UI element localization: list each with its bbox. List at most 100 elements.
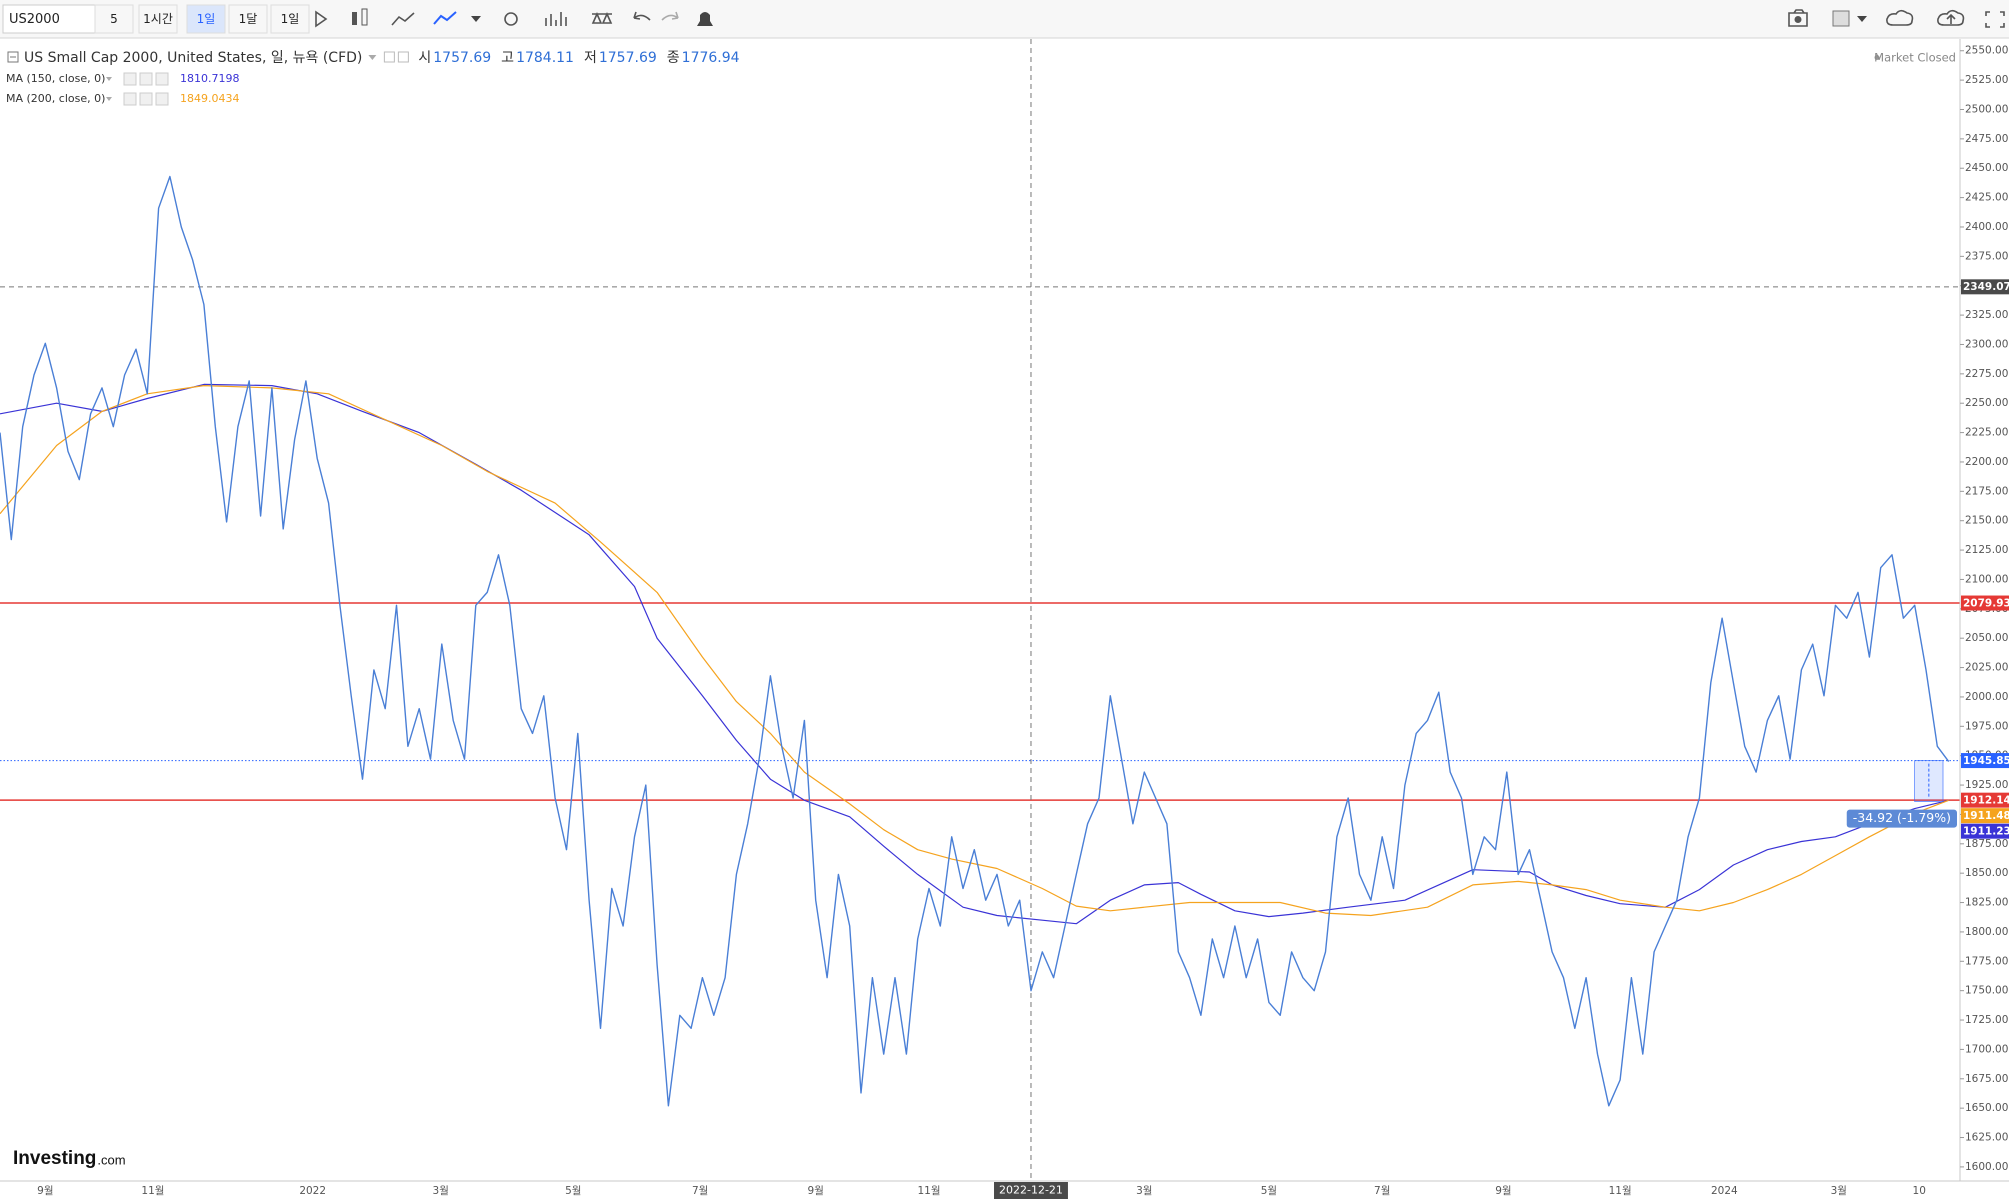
ohlc-label: 고 [501,50,514,66]
x-tick-label: 5월 [1261,1185,1277,1197]
toolbar-icons [315,8,2005,28]
settings-icon[interactable] [504,12,518,26]
ohlc-value: 1776.94 [682,50,740,66]
cloud-load-icon[interactable] [1886,9,1914,26]
dropdown-icon[interactable] [315,10,328,28]
ohlc-value: 1757.69 [433,50,491,66]
camera-icon[interactable] [1788,9,1808,27]
y-tick-label: 1925.00 [1965,779,2008,791]
ma-last-label: 1911.23 [1963,825,2009,837]
interval-label: 1시간 [143,12,173,26]
line-icon[interactable] [433,11,457,25]
level-label-box [1961,792,2009,808]
ohlc-label: 시 [418,50,431,66]
legend-value: 1849.0434 [180,92,240,105]
y-tick-label: 2525.00 [1965,74,2008,86]
interval-button[interactable] [270,4,310,34]
y-tick-label: 2125.00 [1965,544,2008,556]
crosshair-x-box [994,1182,1068,1199]
legend-dropdown[interactable] [106,97,112,101]
ohlc-label: 종 [667,50,680,66]
interval-button[interactable] [94,4,134,34]
ma-line [0,385,1949,917]
y-tick-label: 2175.00 [1965,485,2008,497]
legend-icon[interactable] [139,72,153,86]
y-tick-label: 2400.00 [1965,221,2008,233]
y-tick-label: 2475.00 [1965,133,2008,145]
y-tick-label: 2000.00 [1965,691,2008,703]
level-label-box [1961,595,2009,611]
last-price-label: 1945.85 [1963,755,2009,767]
toolbar [0,0,2009,38]
logo-suffix: .com [97,1152,125,1167]
interval-label: 1일 [197,12,216,26]
x-tick-label: 7월 [692,1185,708,1197]
x-tick-label: 11월 [1609,1185,1632,1197]
dropdown-icon[interactable] [1857,16,1867,22]
last-price-label-box [1961,753,2009,769]
symbol-text: US2000 [9,12,60,27]
y-tick-label: 1975.00 [1965,720,2008,732]
y-tick-label: 2100.00 [1965,573,2008,585]
layout-icon[interactable] [1832,10,1850,27]
title-dropdown[interactable] [368,55,377,60]
dropdown-icon[interactable] [471,16,481,22]
crosshair-y-label-box [1961,279,2009,295]
x-tick-label: 3월 [1136,1185,1152,1197]
y-tick-label: 2425.00 [1965,192,2008,204]
y-tick-label: 1650.00 [1965,1102,2008,1114]
y-tick-label: 2550.00 [1965,45,2008,57]
crosshair-y-label: 2349.07 [1963,281,2009,293]
interval-button[interactable] [228,4,268,34]
legend-icon[interactable] [155,92,169,106]
legend-icon[interactable] [123,92,137,106]
x-tick-label: 2024 [1711,1185,1738,1197]
measure-label: -34.92 (-1.79%) [1853,810,1951,825]
collapse-icon[interactable] [7,51,19,63]
fullscreen-icon[interactable] [1985,11,2005,28]
y-tick-label: 2325.00 [1965,309,2008,321]
y-tick-label: 2500.00 [1965,103,2008,115]
chart-title: US Small Cap 2000, United States, 일, 뉴욕 … [24,50,362,66]
y-tick-label: 2025.00 [1965,662,2008,674]
redo-icon[interactable] [661,11,679,21]
legend-dropdown[interactable] [106,77,112,81]
x-tick-label: 9월 [808,1185,824,1197]
y-tick-label: 1875.00 [1965,838,2008,850]
interval-button[interactable] [186,4,226,34]
y-tick-label: 1725.00 [1965,1014,2008,1026]
cloud-save-icon[interactable] [1937,9,1965,26]
alert-icon[interactable] [697,12,713,26]
y-tick-label: 1775.00 [1965,955,2008,967]
y-tick-label: 1700.00 [1965,1043,2008,1055]
x-tick-label: 7월 [1374,1185,1390,1197]
y-tick-label: 2150.00 [1965,515,2008,527]
candle-icon[interactable] [352,8,368,26]
bar-icon[interactable] [391,12,415,26]
legend-icon[interactable] [155,72,169,86]
y-tick-label: 1675.00 [1965,1073,2008,1085]
level-label: 2079.93 [1963,597,2009,609]
indicator-icon[interactable] [545,12,567,26]
undo-icon[interactable] [633,11,651,21]
x-tick-label: 10 [1913,1185,1926,1197]
compare-icon[interactable] [591,12,613,24]
legend-icon[interactable] [139,92,153,106]
y-tick-label: 1825.00 [1965,897,2008,909]
y-tick-label: 2450.00 [1965,162,2008,174]
interval-label: 1달 [239,12,258,26]
x-tick-label: 9월 [37,1185,53,1197]
header-icon[interactable] [383,51,395,63]
interval-button[interactable] [138,4,178,34]
y-tick-label: 2375.00 [1965,250,2008,262]
header-icon[interactable] [397,51,409,63]
symbol-input[interactable] [2,4,99,34]
y-tick-label: 2200.00 [1965,456,2008,468]
plot-area [0,39,1960,1181]
ma-last-label-box [1961,823,2009,839]
y-tick-label: 1750.00 [1965,985,2008,997]
y-tick-label: 2225.00 [1965,427,2008,439]
legend-icon[interactable] [123,72,137,86]
